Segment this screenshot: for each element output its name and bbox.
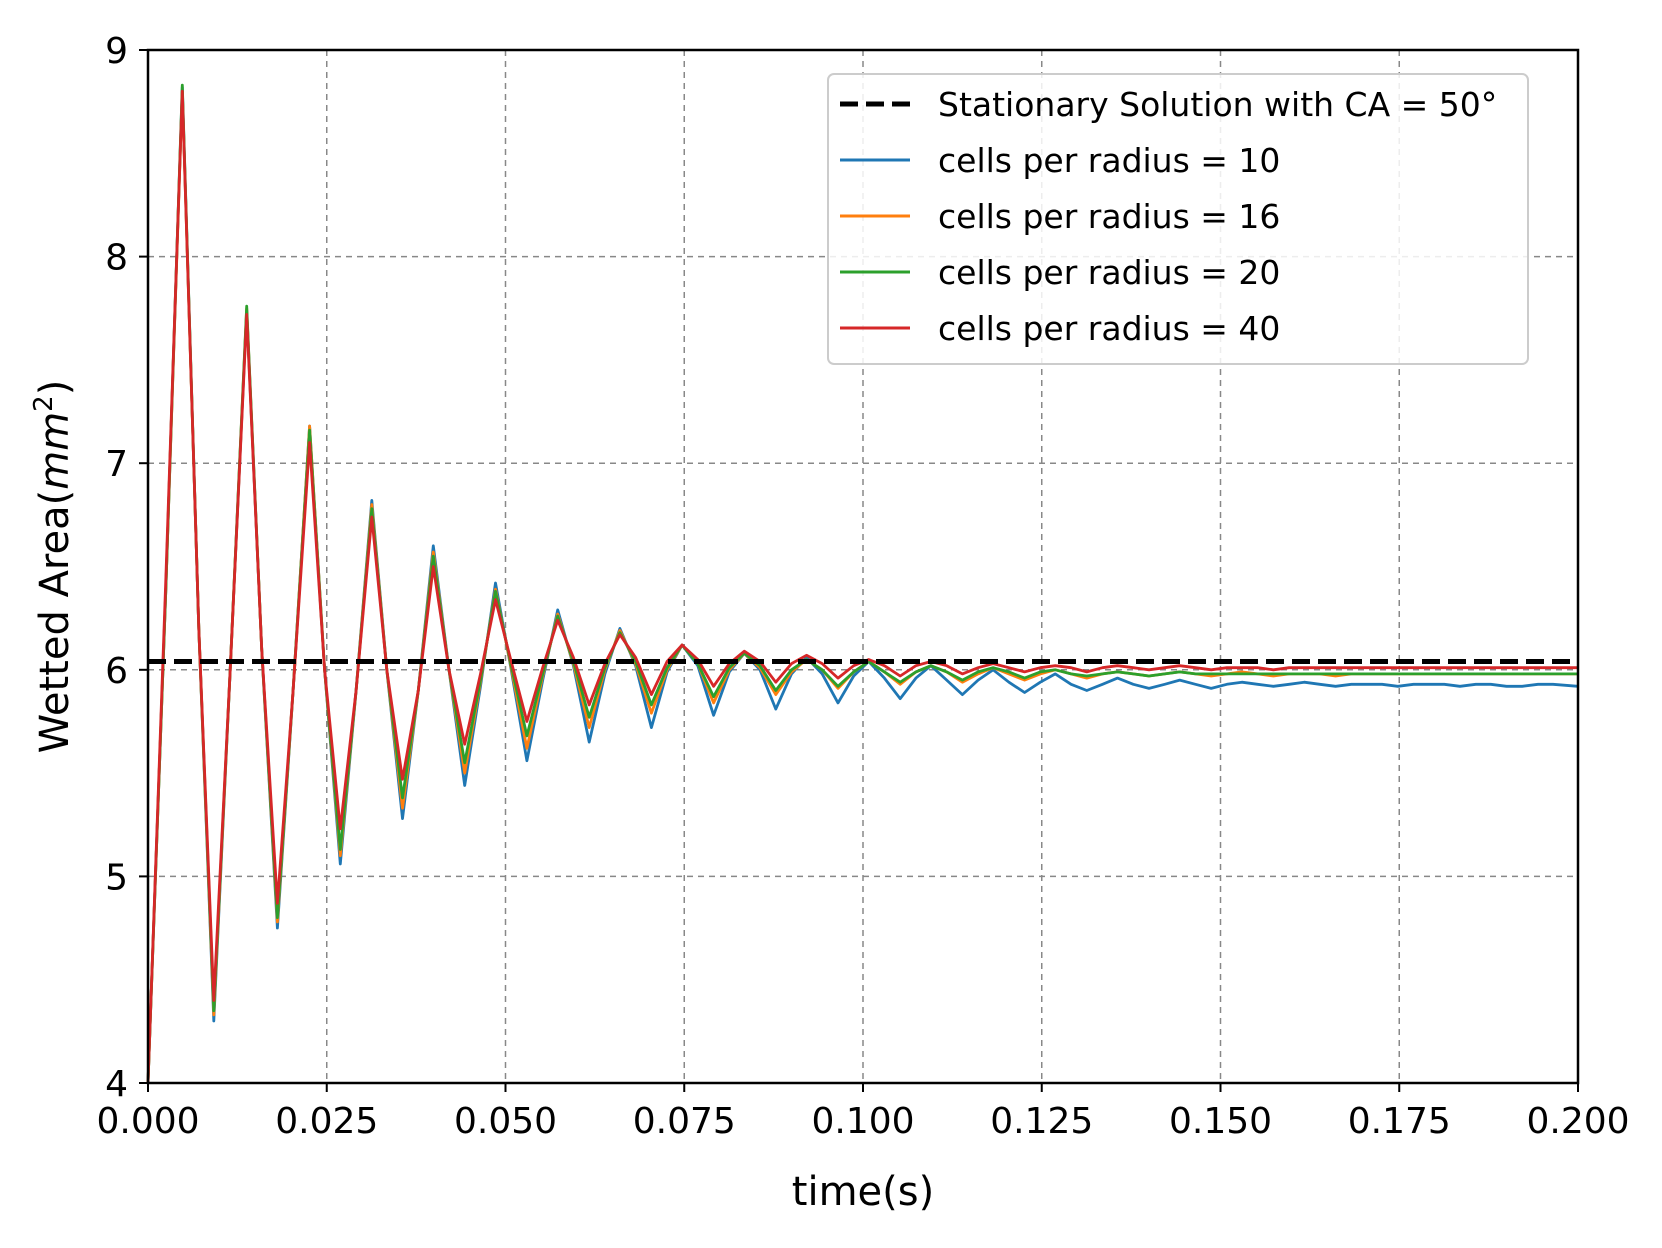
- y-tick-label-3: 7: [105, 444, 128, 485]
- legend-box: [827, 73, 1529, 365]
- x-tick-label-6: 0.150: [1169, 1101, 1272, 1142]
- legend-label-4: cells per radius = 40: [938, 309, 1280, 348]
- y-axis-label-unit: mm: [32, 412, 78, 490]
- legend-label-1: cells per radius = 10: [938, 141, 1280, 180]
- plot-area: [146, 83, 1579, 1084]
- x-tick-label-3: 0.075: [633, 1101, 736, 1142]
- legend-label-0: Stationary Solution with CA = 50°: [938, 85, 1497, 124]
- y-tick-label-1: 5: [105, 857, 128, 898]
- x-axis-label: time(s): [792, 1169, 934, 1215]
- y-axis-label-sup: 2: [29, 395, 59, 412]
- x-tick-label-5: 0.125: [990, 1101, 1093, 1142]
- y-tick-label-2: 6: [105, 651, 128, 692]
- y-axis-label-close: ): [32, 380, 78, 396]
- y-tick-label-5: 9: [105, 31, 128, 72]
- legend-label-3: cells per radius = 20: [938, 253, 1280, 292]
- y-tick-label-4: 8: [105, 238, 128, 279]
- legend-label-2: cells per radius = 16: [938, 197, 1280, 236]
- x-tick-label-7: 0.175: [1348, 1101, 1451, 1142]
- x-tick-label-2: 0.050: [454, 1101, 557, 1142]
- y-tick-label-0: 4: [105, 1064, 128, 1105]
- x-tick-label-0: 0.000: [96, 1101, 199, 1142]
- y-axis-label-main: Wetted Area(: [32, 490, 78, 754]
- y-axis-label: Wetted Area(mm2): [29, 380, 78, 754]
- x-tick-label-4: 0.100: [811, 1101, 914, 1142]
- x-tick-label-1: 0.025: [275, 1101, 378, 1142]
- legend: Stationary Solution with CA = 50° cells p…: [827, 73, 1529, 365]
- axis-ticks: 0.000 0.025 0.050 0.075 0.100 0.125 0.150 0.175…: [96, 31, 1629, 1142]
- x-tick-label-8: 0.200: [1526, 1101, 1629, 1142]
